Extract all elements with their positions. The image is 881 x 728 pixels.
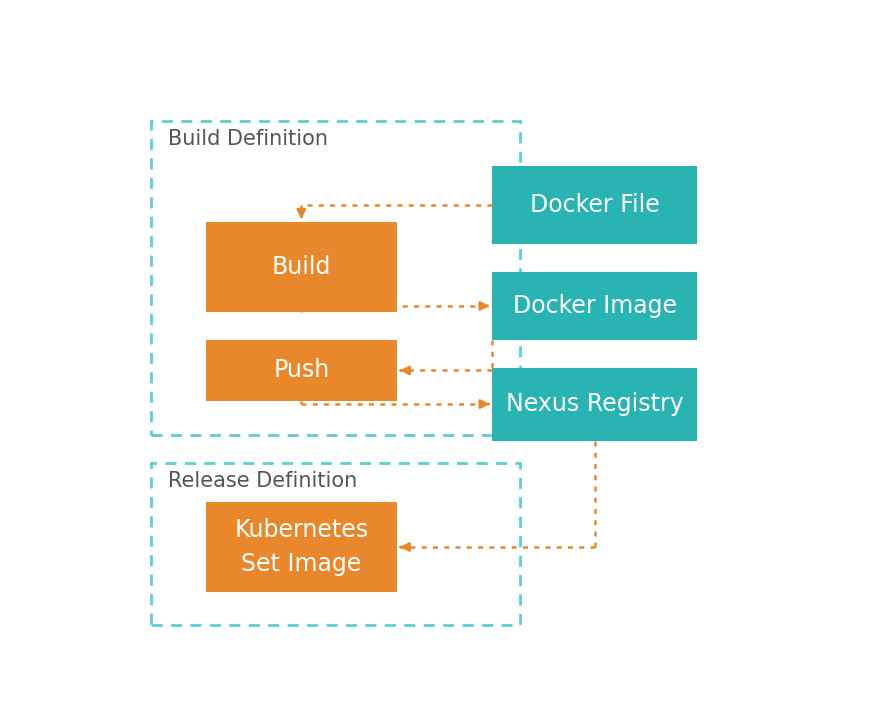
Bar (206, 222, 396, 312)
Text: Docker File: Docker File (530, 193, 660, 217)
Bar (206, 502, 396, 592)
Text: Nexus Registry: Nexus Registry (506, 392, 684, 416)
Bar (152, 121, 520, 435)
Text: Build Definition: Build Definition (168, 130, 328, 149)
Bar (152, 463, 520, 625)
Text: Release Definition: Release Definition (168, 471, 358, 491)
Bar (492, 272, 698, 339)
Bar (492, 166, 698, 245)
Text: Build: Build (271, 255, 331, 279)
Bar (206, 339, 396, 401)
Bar (492, 368, 698, 440)
Text: Docker Image: Docker Image (513, 294, 677, 318)
Text: Kubernetes
Set Image: Kubernetes Set Image (234, 518, 368, 576)
Text: Push: Push (273, 358, 329, 382)
